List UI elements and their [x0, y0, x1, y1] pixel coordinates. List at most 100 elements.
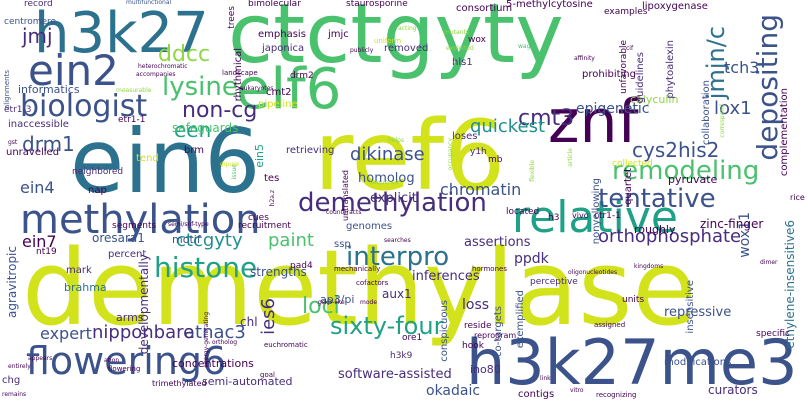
word-energy-generating: energy-generating: [203, 312, 210, 368]
word-atnac3: atnac3: [184, 322, 246, 343]
word-gst: gst: [8, 139, 18, 146]
word-lysine: lysine: [162, 72, 238, 102]
word-flowering6: flowering6: [26, 339, 227, 383]
word-inferences: inferences: [412, 269, 480, 284]
word-collaboration: collaboration: [701, 80, 712, 146]
word-chromatin: chromatin: [440, 180, 522, 199]
word-heterochromatic: heterochromatic: [138, 63, 188, 70]
word-loci: loci: [302, 294, 340, 319]
word-ies6: ies6: [258, 298, 279, 335]
word-assigned: assigned: [594, 321, 626, 329]
word-brahma: brahma: [64, 281, 107, 294]
word-cif: cif: [626, 45, 634, 52]
word-accompanies: accompanies: [136, 71, 176, 78]
word-nonyellowing: nonyellowing: [591, 178, 602, 245]
word-h2a-z: h2a.z: [269, 190, 276, 207]
word-article: article: [567, 148, 574, 167]
word-untranslated: untranslated: [341, 170, 350, 221]
word-ore1: ore1: [402, 333, 423, 343]
word-remains: remains: [2, 391, 27, 398]
word-ap3-pi: ap3/pi: [320, 293, 355, 306]
word-guidelines: guidelines: [635, 52, 646, 104]
word-ctr1-1: ctr1-1: [594, 211, 621, 221]
word-link: link: [540, 375, 551, 382]
word-interpro: interpro: [346, 242, 450, 272]
word-searches: searches: [384, 237, 411, 244]
word-uniform: uniform: [374, 37, 402, 45]
word-y1h: y1h: [470, 147, 487, 157]
word-mode: mode: [360, 299, 378, 306]
word-bimolecular: bimolecular: [248, 0, 301, 9]
word-etr1-3: etr1-3: [4, 105, 32, 115]
word-jmj: jmj: [22, 24, 53, 48]
word-contigs: contigs: [518, 389, 555, 400]
word-chl: chl: [240, 315, 258, 329]
word-zinc-finger: zinc-finger: [700, 217, 764, 231]
word-histone: histone: [154, 251, 258, 284]
word-pyruvate: pyruvate: [668, 173, 718, 186]
word-dikinase: dikinase: [350, 144, 425, 165]
word-tes: tes: [264, 173, 280, 184]
word-agravitropic: agravitropic: [5, 246, 19, 318]
word-tentative: tentative: [598, 184, 716, 214]
word-ein4: ein4: [20, 178, 55, 197]
word-ssp: ssp: [334, 239, 351, 250]
word-euchromatic: euchromatic: [264, 341, 308, 349]
word-reside: reside: [464, 321, 492, 331]
word-homolog: homolog: [358, 171, 415, 186]
word-vitro: vitro: [570, 387, 584, 394]
word-software-assisted: software-assisted: [338, 367, 452, 382]
word-epigenetic: epigenetic: [576, 101, 650, 117]
word-consortium: consortium: [456, 3, 513, 14]
word-paint: paint: [268, 230, 314, 251]
word-ddcc: ddcc: [158, 42, 211, 67]
word-centromere: centromere: [4, 17, 57, 27]
word-hls1: hls1: [452, 57, 473, 68]
word-japonica: japonica: [262, 43, 305, 54]
word-biologist: biologist: [20, 89, 148, 124]
word-neighbored: neighbored: [72, 167, 124, 177]
word-helps: helps: [388, 137, 405, 144]
word-entirely: entirely: [8, 363, 31, 370]
word-lox1: lox1: [714, 98, 752, 119]
word-occupancy: occupancy: [447, 138, 454, 171]
word-elf6: elf6: [236, 57, 342, 122]
word-nipponbare: nipponbare: [92, 322, 195, 343]
word-methylation: methylation: [20, 197, 261, 243]
word-developmentally: developmentally: [137, 254, 151, 355]
word-semi-snf-type: semi/snf-type: [168, 221, 209, 228]
word-depositing: depositing: [751, 14, 784, 161]
word-concentrations: concentrations: [172, 357, 254, 370]
word-dimer: dimer: [760, 259, 778, 266]
word-quartet: quartet: [623, 168, 634, 205]
word-exemplified: exemplified: [515, 290, 526, 349]
word-semi-automated: semi-automated: [202, 375, 293, 388]
word-vivo: vivo: [572, 211, 589, 220]
word-insensitive: insensitive: [685, 280, 696, 334]
word-5-methylcytosine: 5-methylcytosine: [506, 0, 593, 10]
word-alignments: alignments: [3, 70, 11, 110]
word-cues: cues: [248, 213, 269, 223]
word-ortholog: ortholog: [212, 339, 238, 346]
word-retrieving: retrieving: [286, 145, 335, 156]
word-strengths: strengths: [250, 265, 307, 279]
word-phytoalexin: phytoalexin: [665, 40, 676, 99]
word-curators: curators: [708, 383, 758, 397]
word-non-cg: non-cg: [182, 98, 258, 123]
word-staurosporine: staurosporine: [346, 0, 408, 9]
word-arms: arms: [116, 311, 144, 324]
word-expert: expert: [40, 324, 92, 343]
word-h3k27: h3k27: [34, 1, 209, 66]
word-emphasis: emphasis: [258, 29, 306, 40]
word-measurable: measurable: [116, 87, 152, 94]
word-repressive: repressive: [664, 305, 732, 320]
word-lipoxygenase: lipoxygenase: [642, 1, 708, 12]
word-acting: acting: [398, 25, 417, 32]
word-conspicuous: conspicuous: [439, 300, 450, 362]
word-flowering: flowering: [108, 365, 141, 373]
word-reprogram: reprogram: [474, 331, 517, 340]
word-trees: trees: [227, 6, 237, 29]
word-ppdk: ppdk: [514, 251, 549, 267]
word-loses: loses: [452, 131, 478, 142]
